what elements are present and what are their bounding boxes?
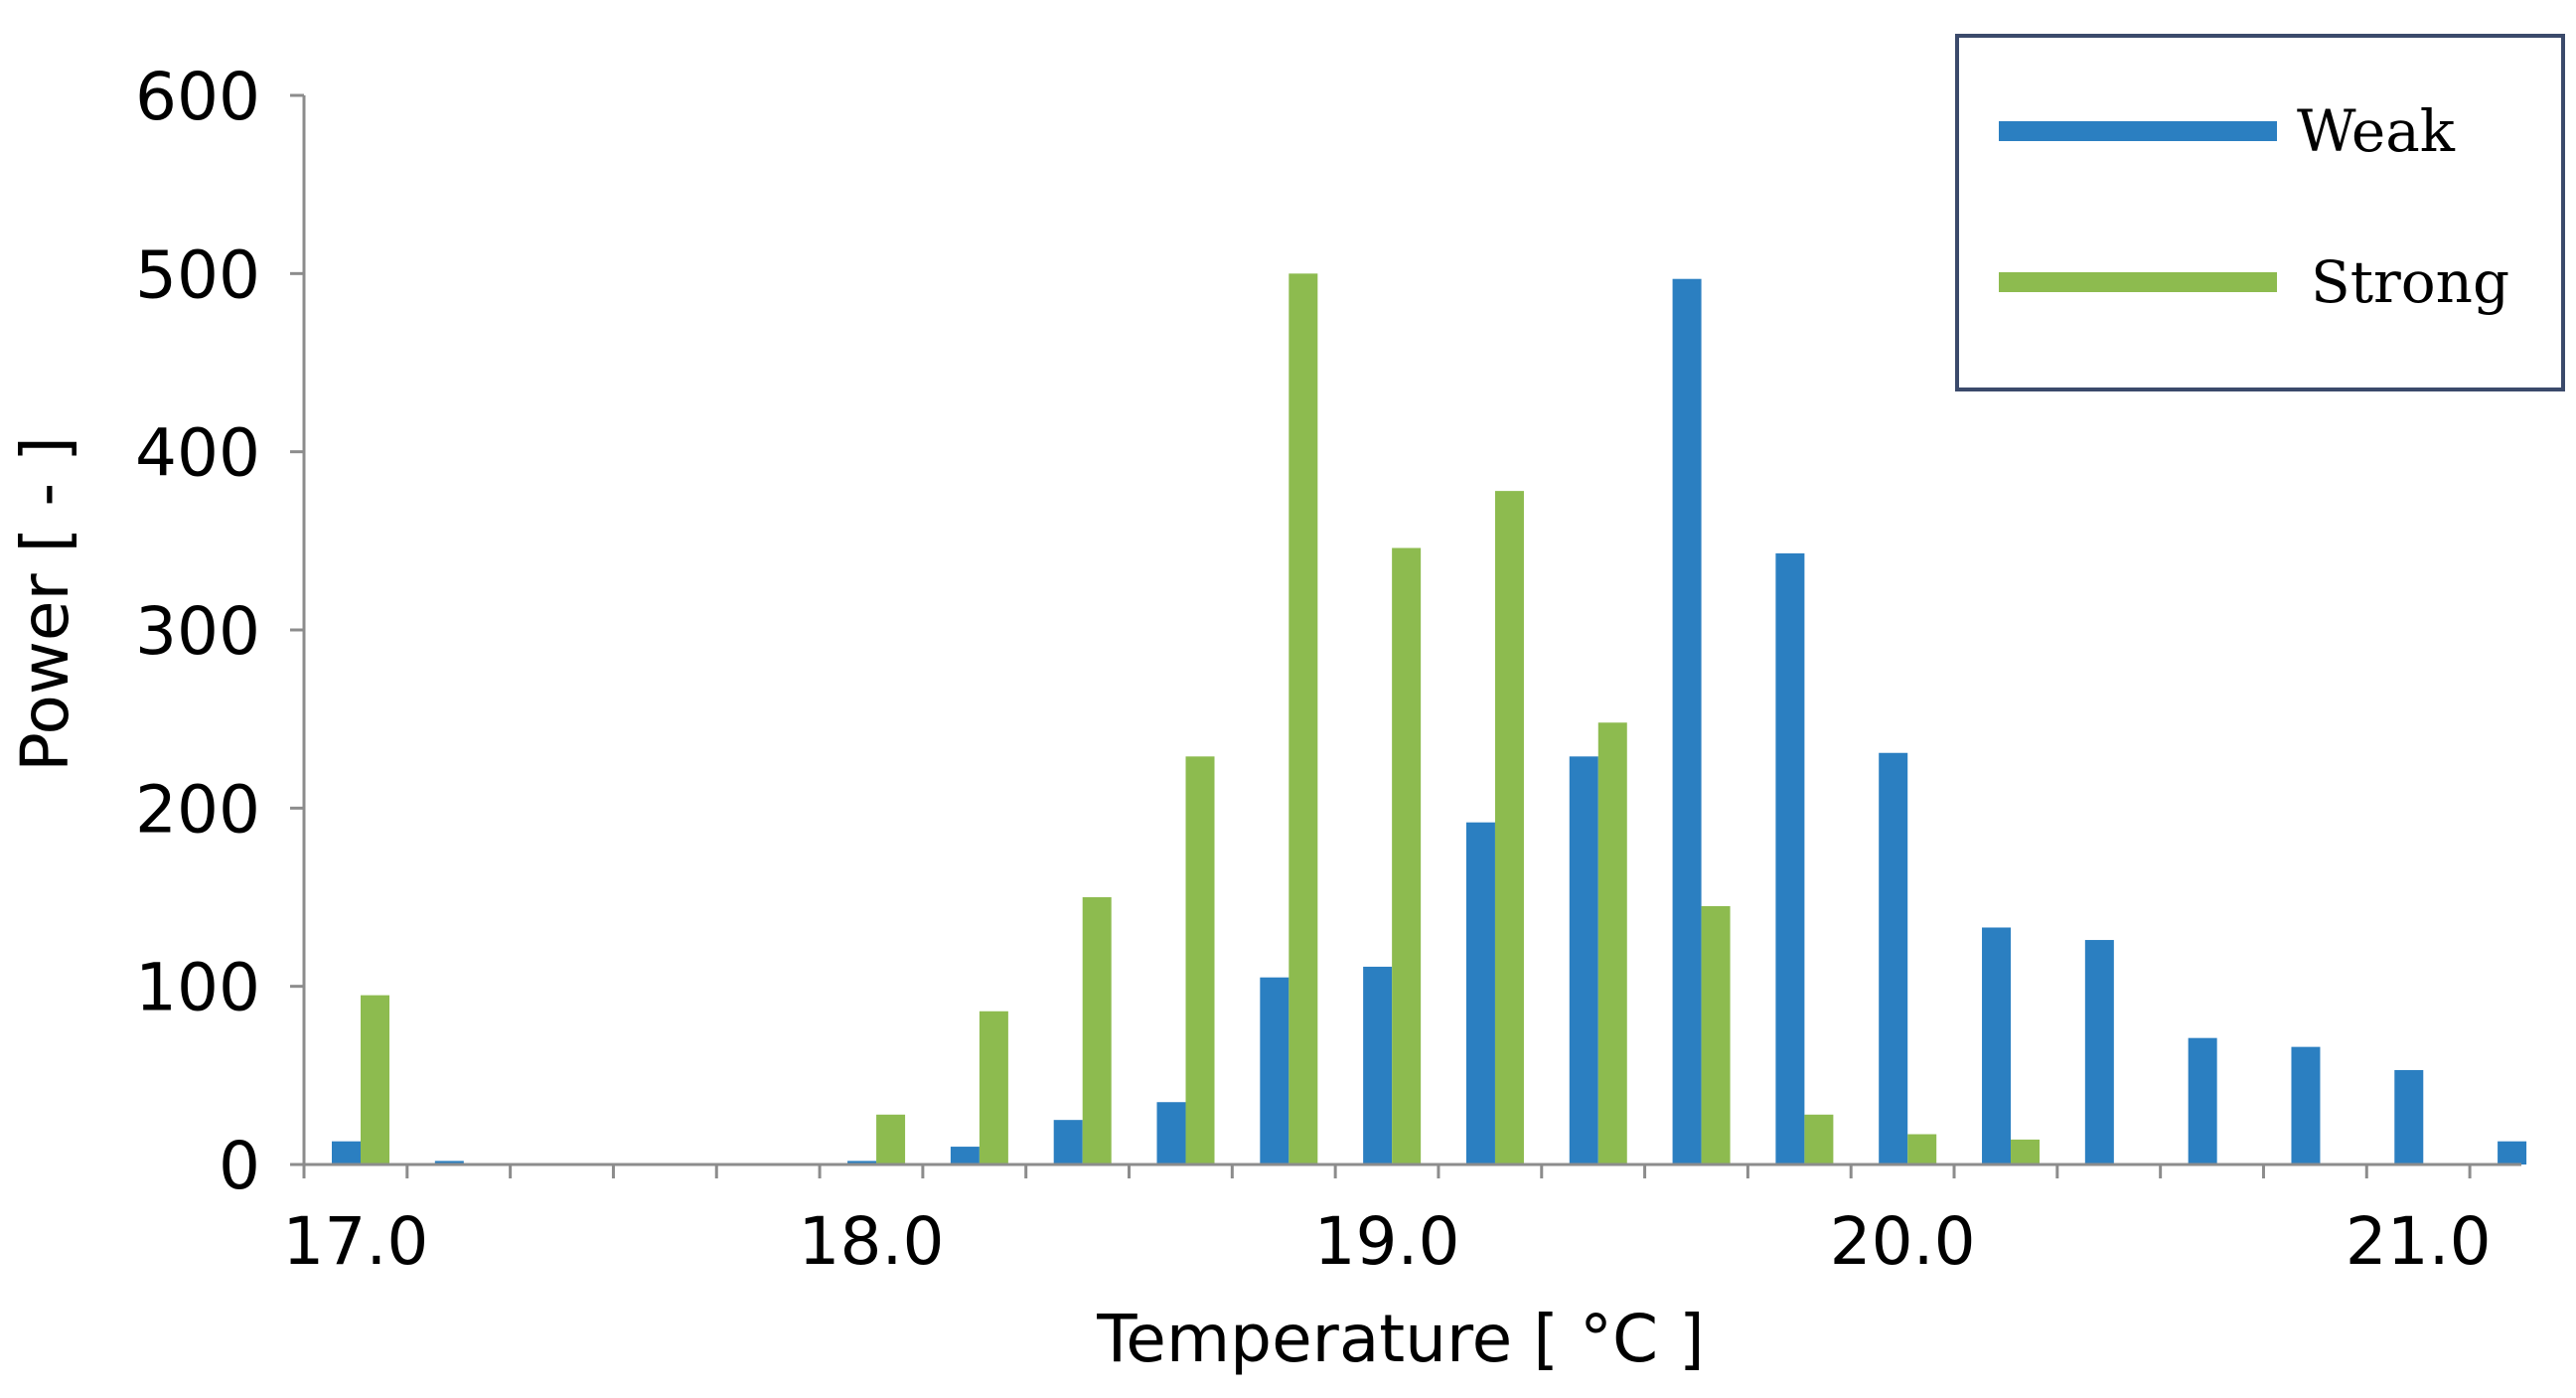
bar-weak bbox=[2188, 1037, 2217, 1165]
x-tick-label: 17.0 bbox=[282, 1203, 428, 1280]
x-tick-label: 19.0 bbox=[1314, 1203, 1460, 1280]
legend-box bbox=[1955, 34, 2565, 391]
bar-weak bbox=[2394, 1069, 2424, 1165]
legend: Weak Strong bbox=[1955, 34, 2565, 391]
y-tick-label: 300 bbox=[135, 593, 260, 670]
y-axis-label: Power [ - ] bbox=[7, 436, 83, 772]
bar-strong bbox=[1701, 905, 1731, 1165]
bar-weak bbox=[1156, 1102, 1186, 1165]
bar-strong bbox=[361, 995, 389, 1165]
bar-weak bbox=[2498, 1141, 2527, 1165]
bar-weak bbox=[1982, 927, 2012, 1165]
legend-swatch-strong bbox=[1999, 272, 2277, 292]
x-axis-ticks: 17.0 18.0 19.0 20.0 21.0 bbox=[282, 1165, 2492, 1280]
y-tick-label: 400 bbox=[135, 415, 260, 492]
bar-weak bbox=[1053, 1120, 1083, 1165]
bar-strong bbox=[1392, 547, 1422, 1165]
y-tick-label: 0 bbox=[219, 1128, 260, 1204]
bar-strong bbox=[1494, 491, 1524, 1165]
bar-strong bbox=[1185, 756, 1215, 1165]
bar-weak bbox=[332, 1141, 361, 1165]
y-tick-label: 500 bbox=[135, 236, 260, 313]
bar-strong bbox=[2011, 1139, 2041, 1165]
bar-weak bbox=[1879, 752, 1908, 1165]
x-tick-label: 20.0 bbox=[1830, 1203, 1976, 1280]
x-tick-label: 21.0 bbox=[2346, 1203, 2492, 1280]
bar-weak bbox=[1672, 278, 1702, 1165]
y-axis-ticks: 0 100 200 300 400 500 600 bbox=[135, 59, 304, 1204]
bar-weak bbox=[1465, 822, 1495, 1165]
bar-weak bbox=[1569, 756, 1598, 1165]
bar-weak bbox=[847, 1161, 877, 1165]
bar-weak bbox=[1775, 552, 1805, 1165]
bar-strong bbox=[1804, 1114, 1834, 1165]
bar-strong bbox=[1288, 273, 1318, 1165]
bar-weak bbox=[950, 1147, 980, 1165]
bar-weak bbox=[2084, 940, 2114, 1165]
y-tick-label: 100 bbox=[135, 950, 260, 1026]
bar-strong bbox=[1907, 1134, 1937, 1165]
legend-label-weak: Weak bbox=[2297, 97, 2456, 165]
bar-strong bbox=[1082, 897, 1112, 1165]
bars-group bbox=[332, 273, 2527, 1165]
legend-label-strong: Strong bbox=[2311, 248, 2509, 316]
legend-swatch-weak bbox=[1999, 121, 2277, 141]
bar-weak bbox=[1260, 977, 1289, 1165]
bar-weak bbox=[434, 1161, 464, 1165]
x-tick-label: 18.0 bbox=[799, 1203, 945, 1280]
y-tick-label: 200 bbox=[135, 771, 260, 848]
bar-weak bbox=[2291, 1046, 2321, 1165]
bar-strong bbox=[1597, 722, 1627, 1165]
x-axis-label: Temperature [ °C ] bbox=[1096, 1301, 1705, 1377]
bar-strong bbox=[876, 1114, 906, 1165]
bar-strong bbox=[979, 1010, 1008, 1165]
y-tick-label: 600 bbox=[135, 59, 260, 135]
bar-weak bbox=[1363, 966, 1393, 1165]
